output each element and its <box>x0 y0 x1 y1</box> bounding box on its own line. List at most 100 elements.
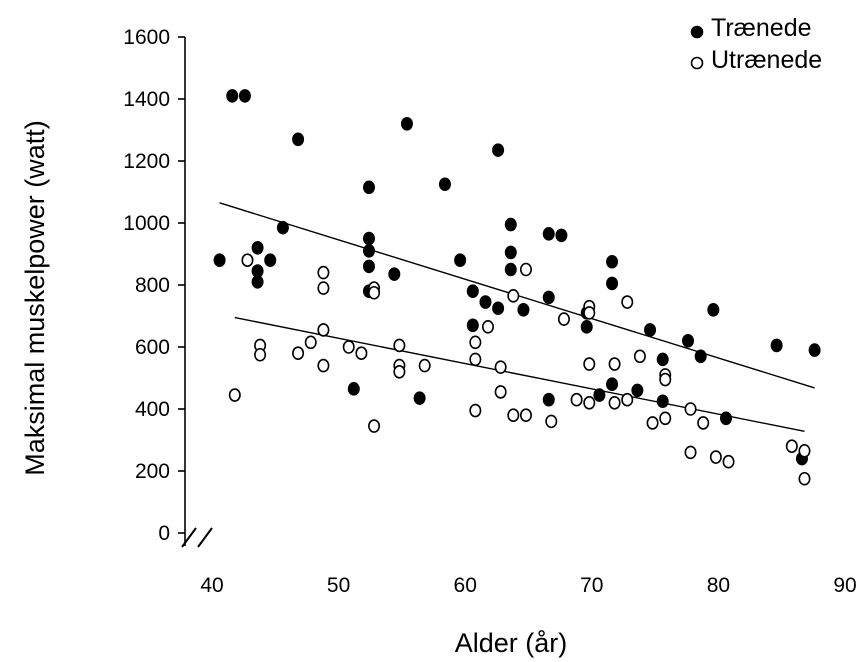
data-point-utraenede <box>393 338 406 353</box>
data-point-traenede <box>542 227 555 241</box>
x-tick-label: 90 <box>833 574 856 597</box>
data-point-utraenede <box>557 312 570 326</box>
data-points <box>213 89 821 486</box>
y-tick-label: 1600 <box>123 26 170 49</box>
x-tick-label: 40 <box>200 574 223 597</box>
y-tick-label: 0 <box>158 522 170 545</box>
data-point-utraenede <box>393 364 406 379</box>
data-point-utraenede <box>583 357 596 371</box>
trend-line <box>234 316 805 433</box>
legend-label-utraenede: Utrænede <box>711 46 822 74</box>
data-point-traenede <box>808 343 821 357</box>
x-tick-label: 80 <box>707 574 730 597</box>
data-point-traenede <box>388 267 401 281</box>
data-point-traenede <box>694 349 707 364</box>
x-axis-title: Alder (år) <box>455 628 568 658</box>
data-point-traenede <box>682 333 695 348</box>
chart-axes <box>178 36 213 548</box>
data-point-utraenede <box>697 416 710 430</box>
data-point-traenede <box>251 275 264 289</box>
data-point-utraenede <box>646 416 659 430</box>
data-point-utraenede <box>507 289 520 303</box>
x-tick-label: 60 <box>454 574 477 597</box>
data-point-traenede <box>413 391 426 405</box>
data-point-utraenede <box>469 403 482 418</box>
data-point-traenede <box>707 302 720 317</box>
data-point-traenede <box>466 318 479 333</box>
data-point-utraenede <box>608 357 621 371</box>
data-point-traenede <box>517 302 530 317</box>
data-point-utraenede <box>228 388 241 402</box>
data-point-utraenede <box>684 445 697 460</box>
y-tick-label: 1400 <box>123 88 170 111</box>
data-point-traenede <box>580 320 593 334</box>
data-point-utraenede <box>368 285 381 300</box>
legend-marker-utraenede <box>690 56 704 70</box>
data-point-utraenede <box>608 395 621 410</box>
axis-break-mark <box>197 527 213 548</box>
data-point-utraenede <box>659 411 672 426</box>
data-point-traenede <box>606 377 619 392</box>
data-point-traenede <box>542 392 555 407</box>
data-point-utraenede <box>355 346 368 361</box>
data-point-utraenede <box>507 408 520 423</box>
data-point-traenede <box>362 180 375 195</box>
data-point-traenede <box>504 262 517 277</box>
data-point-utraenede <box>292 346 305 361</box>
data-point-utraenede <box>684 402 697 416</box>
data-point-utraenede <box>583 306 596 320</box>
axis-break-mark <box>181 527 197 548</box>
data-point-utraenede <box>304 335 317 350</box>
data-point-traenede <box>251 241 264 255</box>
data-point-utraenede <box>241 253 254 268</box>
x-tick-label: 70 <box>580 574 603 597</box>
data-point-utraenede <box>469 352 482 367</box>
data-point-traenede <box>466 284 479 299</box>
data-point-utraenede <box>785 439 798 454</box>
data-point-traenede <box>631 383 644 398</box>
data-point-utraenede <box>368 419 381 433</box>
data-point-utraenede <box>342 340 355 354</box>
y-tick-label: 600 <box>135 336 170 359</box>
data-point-traenede <box>276 220 289 235</box>
data-point-traenede <box>226 89 239 103</box>
data-point-traenede <box>593 388 606 402</box>
data-point-traenede <box>362 259 375 274</box>
y-tick-label: 1000 <box>123 212 170 235</box>
data-point-utraenede <box>621 392 634 407</box>
data-point-traenede <box>656 394 669 409</box>
data-point-traenede <box>644 323 657 337</box>
legend-marker-traenede <box>690 25 704 39</box>
data-point-utraenede <box>317 358 330 373</box>
y-tick-label: 800 <box>135 274 170 297</box>
data-point-utraenede <box>583 395 596 410</box>
data-point-utraenede <box>519 262 532 277</box>
data-point-traenede <box>606 254 619 269</box>
y-axis-title: Maksimal muskelpower (watt) <box>20 120 50 476</box>
data-point-traenede <box>213 253 226 268</box>
data-point-traenede <box>504 217 517 232</box>
data-point-utraenede <box>317 281 330 295</box>
data-point-traenede <box>362 244 375 258</box>
data-point-utraenede <box>317 265 330 280</box>
data-point-utraenede <box>709 450 722 464</box>
data-point-utraenede <box>570 392 583 407</box>
data-point-traenede <box>492 301 505 316</box>
data-point-traenede <box>555 228 568 243</box>
data-point-traenede <box>347 382 360 396</box>
data-point-traenede <box>362 231 375 246</box>
legend-label-traenede: Trænede <box>711 14 812 42</box>
y-tick-label: 200 <box>135 460 170 483</box>
data-point-utraenede <box>494 385 507 399</box>
data-point-utraenede <box>469 335 482 350</box>
data-point-traenede <box>238 89 251 103</box>
data-point-traenede <box>606 276 619 291</box>
data-point-traenede <box>492 143 505 157</box>
data-point-traenede <box>264 253 277 268</box>
data-point-traenede <box>292 132 305 147</box>
data-point-utraenede <box>317 323 330 337</box>
data-point-traenede <box>504 245 517 260</box>
data-point-traenede <box>542 290 555 305</box>
data-point-utraenede <box>545 414 558 429</box>
